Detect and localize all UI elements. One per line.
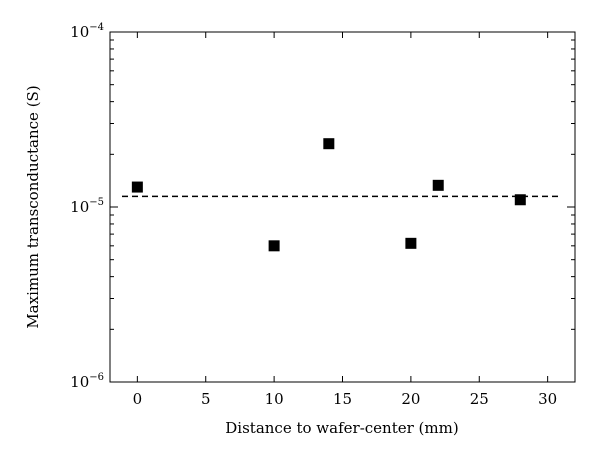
x-tick-label: 30 <box>538 390 557 408</box>
x-tick-label: 15 <box>333 390 352 408</box>
x-tick-label: 0 <box>133 390 143 408</box>
y-tick-label: 10−6 <box>70 372 104 391</box>
data-point <box>405 237 417 249</box>
y-tick-label: 10−4 <box>70 22 104 41</box>
data-point <box>432 179 444 191</box>
data-point <box>268 240 280 252</box>
data-points <box>131 138 526 252</box>
x-tick-label: 20 <box>401 390 420 408</box>
x-tick-label: 5 <box>201 390 211 408</box>
data-point <box>131 181 143 193</box>
x-axis-ticks: 0 5 10 15 20 25 30 <box>133 32 557 408</box>
y-axis-label: Maximum transconductance (S) <box>24 85 42 328</box>
y-tick-label: 10−5 <box>70 197 104 216</box>
x-tick-label: 25 <box>470 390 489 408</box>
y-axis-ticks: 10−6 10−5 10−4 <box>70 22 575 391</box>
data-point <box>323 138 335 150</box>
data-point <box>514 194 526 206</box>
x-axis-label: Distance to wafer-center (mm) <box>225 419 458 437</box>
x-tick-label: 10 <box>265 390 284 408</box>
plot-frame <box>109 31 576 383</box>
